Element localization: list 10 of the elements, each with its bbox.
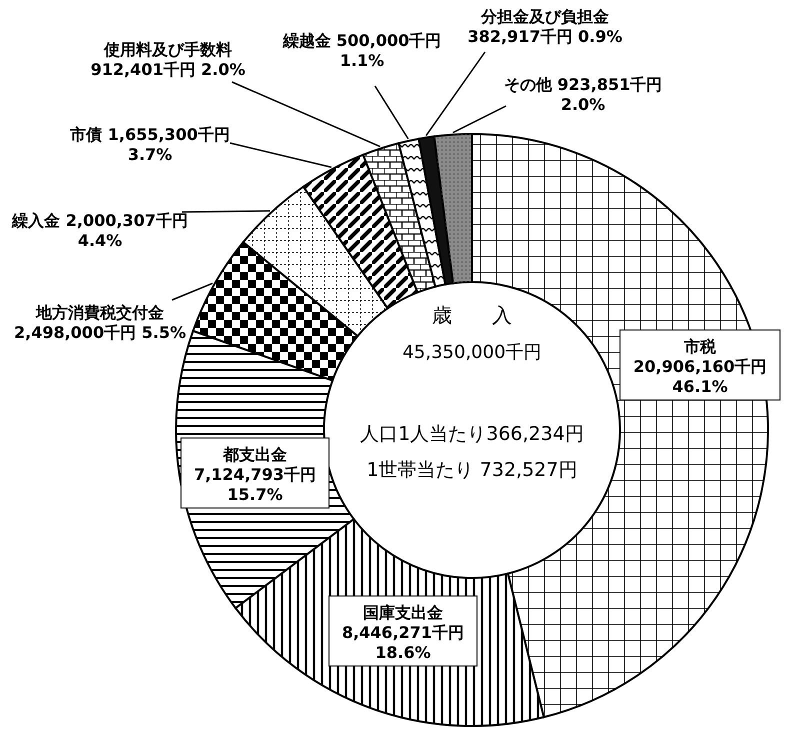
text: 人口1人当たり366,234円 xyxy=(360,423,584,445)
data-label: 20,906,160千円 46.1% xyxy=(633,357,767,396)
slice-label: 都支出金 xyxy=(222,445,287,464)
text: 45,350,000千円 xyxy=(402,342,542,363)
data-label: 7,124,793千円 15.7% xyxy=(194,465,316,504)
slice-label: 国庫支出金 xyxy=(363,603,443,622)
text: 1世帯当たり 732,527円 xyxy=(366,459,578,481)
text: 歳 入 xyxy=(432,303,512,327)
data-label: 8,446,271千円 18.6% xyxy=(342,623,464,662)
slice-label: 市税 xyxy=(683,337,717,356)
